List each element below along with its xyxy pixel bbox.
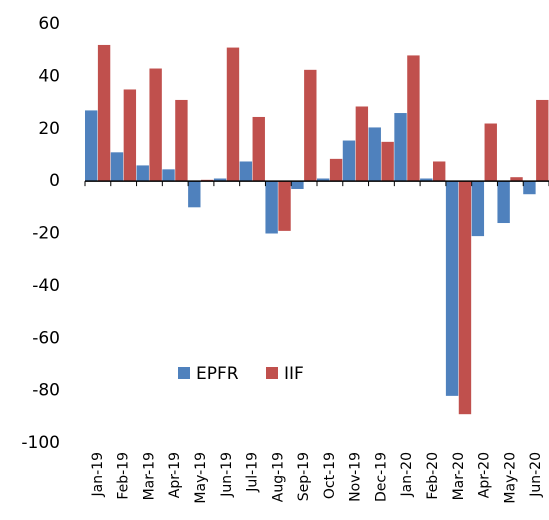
bar (110, 152, 124, 182)
y-tick-label: 0 (49, 171, 60, 191)
bar (97, 44, 111, 182)
bar (304, 69, 317, 182)
y-tick-label: 60 (38, 14, 60, 34)
bar (149, 68, 162, 182)
legend-swatch (266, 367, 278, 379)
bar (188, 181, 201, 208)
x-tick-label: Jan-20 (399, 452, 415, 497)
bar (123, 89, 137, 182)
legend-label: IIF (284, 364, 304, 384)
x-tick-label: Oct-19 (322, 452, 338, 499)
bar (523, 181, 536, 195)
x-tick-label: Jul-19 (245, 452, 261, 493)
x-tick-label: May-19 (193, 452, 209, 504)
x-tick-label: Apr-19 (167, 452, 183, 498)
x-tick-label: Apr-20 (477, 452, 493, 498)
bar (497, 181, 510, 224)
bar (265, 181, 278, 234)
x-tick-label: Dec-19 (373, 452, 389, 502)
bar (213, 178, 227, 182)
y-tick-label: 20 (38, 119, 60, 139)
x-tick-label: Aug-19 (270, 452, 286, 502)
bar (355, 106, 369, 182)
y-tick-label: -20 (32, 224, 60, 244)
x-tick-label: Jan-19 (90, 452, 106, 497)
bar (252, 116, 265, 182)
bar (536, 99, 549, 182)
x-tick-label: Jun-20 (528, 452, 544, 498)
bar (329, 158, 343, 182)
bar (136, 165, 149, 182)
y-tick-label: -60 (32, 328, 60, 348)
legend-swatch (178, 367, 190, 379)
x-tick-label: Mar-20 (451, 452, 467, 500)
y-tick-label: -80 (32, 381, 60, 401)
bar (239, 161, 253, 182)
bar (85, 110, 98, 182)
x-tick-label: Jun-19 (219, 452, 235, 498)
bar (420, 178, 433, 182)
bar (381, 141, 394, 182)
bar (291, 181, 304, 189)
bar (458, 181, 472, 415)
bar (342, 140, 356, 182)
bar (471, 181, 485, 237)
bar (484, 123, 497, 182)
bar (175, 99, 188, 182)
bar (510, 177, 523, 182)
legend-label: EPFR (196, 364, 239, 384)
x-tick-label: Feb-19 (116, 452, 132, 500)
bar (278, 181, 291, 231)
bar (317, 178, 330, 182)
bar (445, 181, 459, 396)
bar (394, 113, 407, 182)
x-tick-label: Nov-19 (348, 452, 364, 502)
y-tick-label: 40 (38, 66, 60, 86)
x-tick-label: Mar-19 (141, 452, 157, 500)
y-tick-label: -40 (32, 276, 60, 296)
x-tick-label: May-20 (502, 452, 518, 504)
bar (433, 161, 446, 182)
y-tick-label: -100 (21, 433, 60, 453)
bar (226, 47, 240, 182)
bar (407, 55, 420, 182)
x-tick-label: Feb-20 (425, 452, 441, 500)
x-tick-label: Sep-19 (296, 452, 312, 501)
bar (162, 169, 175, 182)
bar (368, 127, 381, 182)
